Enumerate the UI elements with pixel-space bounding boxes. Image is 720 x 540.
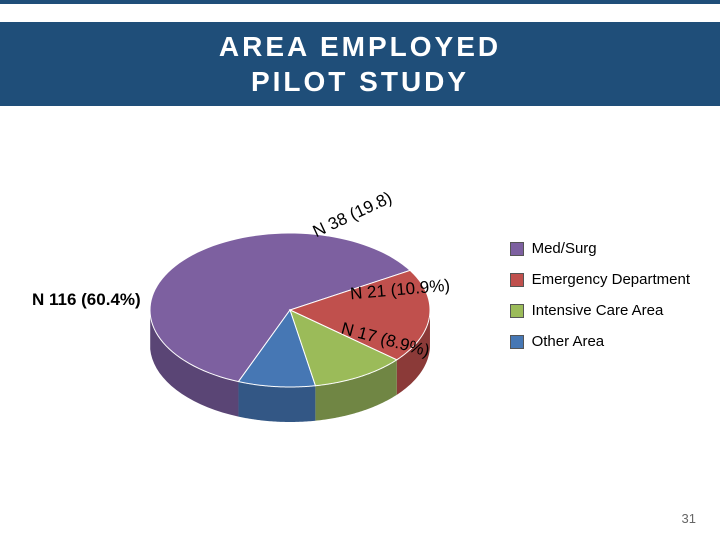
chart-area: N 116 (60.4%)N 38 (19.8)N 21 (10.9%)N 17… [20,140,700,500]
legend-swatch [510,335,524,349]
legend-item: Intensive Care Area [510,302,690,319]
legend: Med/Surg Emergency Department Intensive Ca… [510,240,690,364]
legend-label: Med/Surg [532,240,597,257]
legend-label: Emergency Department [532,271,690,288]
legend-label: Other Area [532,333,605,350]
legend-label: Intensive Care Area [532,302,664,319]
page-number: 31 [682,511,696,526]
slide-title: AREA EMPLOYEDPILOT STUDY [0,22,720,106]
legend-swatch [510,273,524,287]
title-band: AREA EMPLOYEDPILOT STUDY [0,0,720,120]
slice-label: N 116 (60.4%) [32,290,141,310]
title-text: AREA EMPLOYEDPILOT STUDY [219,29,501,99]
legend-item: Other Area [510,333,690,350]
legend-item: Emergency Department [510,271,690,288]
legend-swatch [510,304,524,318]
legend-swatch [510,242,524,256]
legend-item: Med/Surg [510,240,690,257]
